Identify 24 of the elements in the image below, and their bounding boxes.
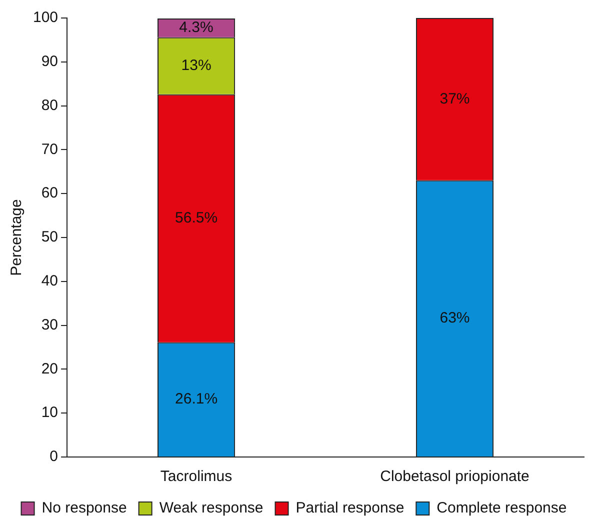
y-axis-title: Percentage — [8, 199, 26, 276]
y-tick-label: 30 — [41, 316, 58, 334]
y-tick-label: 60 — [41, 184, 58, 202]
legend-label: Complete response — [436, 500, 567, 517]
x-tick-label: Clobetasol priopionate — [380, 468, 530, 486]
x-tick-label: Tacrolimus — [160, 468, 232, 486]
data-label: 63% — [440, 310, 470, 327]
y-tick-label: 100 — [32, 9, 58, 26]
y-tick-label: 0 — [50, 448, 58, 466]
data-label: 4.3% — [179, 19, 214, 36]
data-label: 13% — [181, 56, 212, 74]
y-tick-label: 10 — [41, 404, 58, 422]
y-tick-label: 40 — [41, 272, 58, 290]
y-tick-label: 50 — [41, 228, 58, 246]
y-tick-label: 20 — [41, 360, 58, 378]
legend-label: No response — [42, 500, 127, 517]
legend-label: Weak response — [159, 500, 264, 517]
data-label: 26.1% — [174, 390, 218, 408]
y-tick-label: 70 — [41, 140, 58, 158]
data-label: 37% — [440, 90, 470, 108]
data-label: 56.5% — [174, 210, 218, 227]
y-tick-label: 90 — [41, 53, 58, 70]
y-tick-label: 80 — [41, 96, 58, 114]
legend-label: Partial response — [296, 500, 404, 517]
